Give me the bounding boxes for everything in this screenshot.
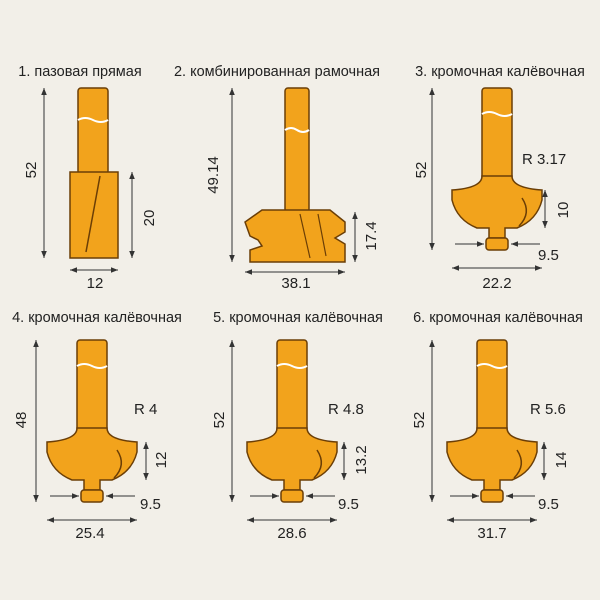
dimension: 52 (23, 162, 40, 179)
dimension-lines (429, 340, 547, 523)
dimension: 52 (413, 162, 430, 179)
title: 2. комбинированная рамочная (174, 64, 380, 80)
title: 6. кромочная калёвочная (413, 310, 583, 326)
dimension: R 3.17 (522, 151, 566, 168)
dimension: 9.5 (338, 496, 359, 513)
dimension: 52 (411, 412, 428, 429)
title: 3. кромочная калёвочная (415, 64, 585, 80)
dimension: 31.7 (477, 525, 506, 542)
dimension: 28.6 (277, 525, 306, 542)
dimension: R 4 (134, 401, 157, 418)
bit-frame (244, 87, 346, 263)
title: 4. кромочная калёвочная (12, 310, 182, 326)
bit-straight (69, 87, 119, 259)
dimension: 10 (555, 202, 572, 219)
dimension-lines (229, 340, 347, 523)
dimension: 17.4 (363, 221, 380, 250)
dimension-lines (229, 88, 358, 275)
dimension: 13.2 (353, 445, 370, 474)
dimension: 9.5 (140, 496, 161, 513)
dimension-lines (41, 88, 135, 273)
dimension: 25.4 (75, 525, 104, 542)
dimension: 14 (553, 452, 570, 469)
dimension: 49.14 (205, 156, 222, 194)
dimension: 12 (87, 275, 104, 292)
dimension-lines (33, 340, 149, 523)
title: 1. пазовая прямая (18, 64, 141, 80)
dimension: 20 (141, 210, 158, 227)
dimension-lines (429, 88, 548, 271)
title: 5. кромочная калёвочная (213, 310, 383, 326)
dimension: 22.2 (482, 275, 511, 292)
dimension: 9.5 (538, 247, 559, 264)
dimension: R 4.8 (328, 401, 364, 418)
dimension: R 5.6 (530, 401, 566, 418)
dimension: 9.5 (538, 496, 559, 513)
dimension: 52 (211, 412, 228, 429)
dimension: 38.1 (281, 275, 310, 292)
dimension: 48 (13, 412, 30, 429)
dimension: 12 (153, 452, 170, 469)
